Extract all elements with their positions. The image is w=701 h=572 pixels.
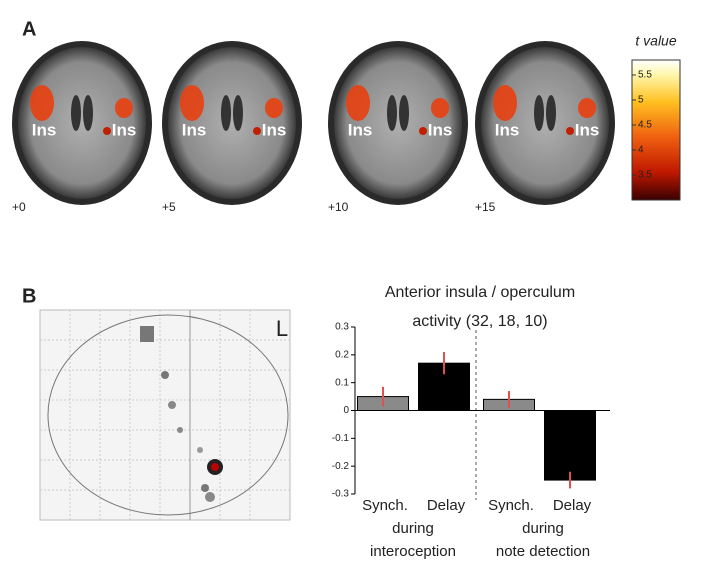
group-label: interoception <box>370 543 456 560</box>
activation <box>115 98 133 118</box>
activation <box>346 85 370 121</box>
x-tick-label: Synch. <box>362 497 408 514</box>
brain-slice: Ins Ins <box>12 41 152 205</box>
activation <box>103 127 111 135</box>
region-label: Ins <box>182 120 207 139</box>
activation <box>431 98 449 118</box>
y-tick-label: 0.3 <box>335 322 349 333</box>
region-label: Ins <box>262 120 287 139</box>
region-label: Ins <box>575 120 600 139</box>
ventricle <box>233 95 243 131</box>
x-tick-label: Delay <box>553 497 592 514</box>
panel-label: B <box>22 285 36 307</box>
activation <box>419 127 427 135</box>
glass-brain: L <box>40 310 290 520</box>
ventricle <box>387 95 397 131</box>
brain-slice: Ins Ins <box>328 41 468 205</box>
region-label: Ins <box>112 120 137 139</box>
colorbar-tick-label: 5.5 <box>638 70 652 81</box>
ventricle <box>83 95 93 131</box>
activation <box>493 85 517 121</box>
ventricle <box>71 95 81 131</box>
activation <box>578 98 596 118</box>
orientation-label: L <box>276 316 288 341</box>
colorbar-tick-label: 4.5 <box>638 120 652 131</box>
group-label: during <box>522 520 564 537</box>
group-label: note detection <box>496 543 590 560</box>
colorbar-tick-label: 4 <box>638 145 644 156</box>
colorbar-tick-label: 3.5 <box>638 170 652 181</box>
activation <box>566 127 574 135</box>
region-label: Ins <box>32 120 57 139</box>
region-label: Ins <box>348 120 373 139</box>
y-tick-label: 0.2 <box>335 349 349 360</box>
ventricle <box>534 95 544 131</box>
slice-offset: +10 <box>328 200 349 214</box>
y-tick-label: -0.2 <box>332 461 350 472</box>
activation <box>30 85 54 121</box>
y-tick-label: -0.1 <box>332 433 350 444</box>
brain-slice: Ins Ins <box>475 41 615 205</box>
slice-offset: +5 <box>162 200 176 214</box>
bar <box>545 411 596 481</box>
ventricle <box>546 95 556 131</box>
chart-title: activity (32, 18, 10) <box>412 313 547 330</box>
y-tick-label: -0.3 <box>332 489 350 500</box>
slice-offset: +0 <box>12 200 26 214</box>
brain-slice: Ins Ins <box>162 41 302 205</box>
region-label: Ins <box>428 120 453 139</box>
x-tick-label: Delay <box>427 497 466 514</box>
group-label: during <box>392 520 434 537</box>
ventricle <box>221 95 231 131</box>
activation <box>180 85 204 121</box>
region-label: Ins <box>495 120 520 139</box>
activation <box>253 127 261 135</box>
ventricle <box>399 95 409 131</box>
chart-title: Anterior insula / operculum <box>385 284 575 301</box>
slice-offset: +15 <box>475 200 496 214</box>
activation <box>265 98 283 118</box>
colorbar-tick-label: 5 <box>638 95 644 106</box>
y-tick-label: 0 <box>343 405 349 416</box>
x-tick-label: Synch. <box>488 497 534 514</box>
figure: A t value B L Anterior insula / operculu… <box>0 0 701 572</box>
y-tick-label: 0.1 <box>335 377 349 388</box>
colorbar-label: t value <box>635 33 676 49</box>
panel-label: A <box>22 18 36 40</box>
